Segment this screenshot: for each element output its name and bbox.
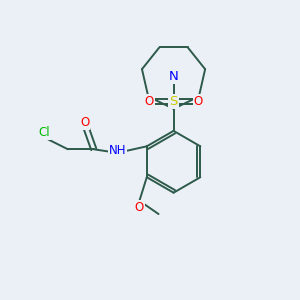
Text: O: O: [145, 95, 154, 108]
Text: S: S: [169, 95, 178, 108]
Text: NH: NH: [109, 144, 126, 157]
Text: O: O: [80, 116, 90, 129]
Text: Cl: Cl: [38, 126, 50, 139]
Text: N: N: [169, 70, 178, 83]
Text: O: O: [194, 95, 202, 108]
Text: O: O: [135, 201, 144, 214]
